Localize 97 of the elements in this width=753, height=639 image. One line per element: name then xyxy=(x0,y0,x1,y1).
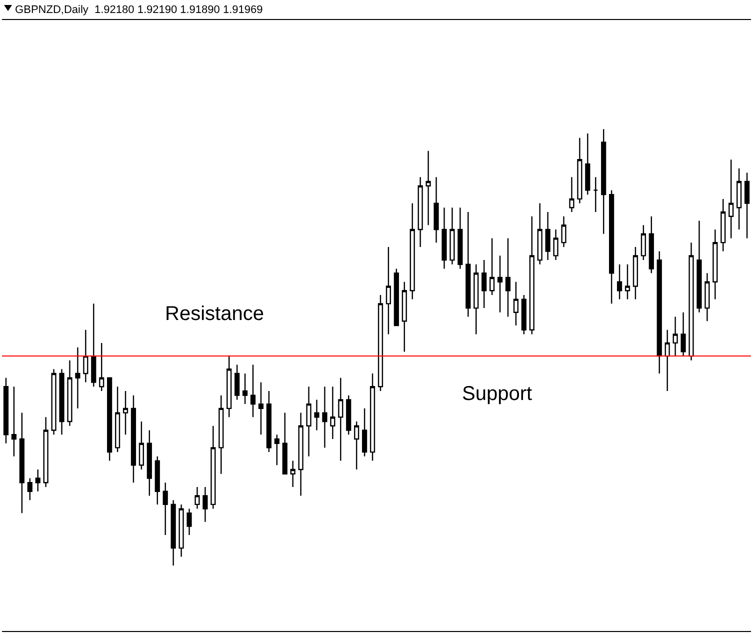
candlestick xyxy=(418,176,423,248)
candlestick xyxy=(234,364,240,400)
candlestick xyxy=(362,408,368,458)
candlestick xyxy=(130,394,136,484)
candlestick xyxy=(426,150,431,226)
candlestick xyxy=(154,456,160,506)
candlestick xyxy=(593,176,598,213)
candlestick xyxy=(521,294,526,335)
candlestick xyxy=(601,128,606,234)
candlestick xyxy=(632,246,638,300)
candlestick xyxy=(505,238,511,318)
candlestick xyxy=(545,211,550,261)
candlestick xyxy=(450,207,455,265)
annotation: Support xyxy=(462,383,532,405)
candlestick xyxy=(282,412,288,474)
candlestick xyxy=(290,460,296,488)
candlestick xyxy=(91,303,96,388)
candlestick xyxy=(497,255,503,314)
chart-title: GBPNZD,Daily 1.92180 1.92190 1.91890 1.91969 xyxy=(15,4,263,16)
candlestick xyxy=(609,190,614,304)
candlestick xyxy=(11,386,16,458)
candlestick xyxy=(656,250,662,374)
candlestick xyxy=(266,390,272,453)
candlestick xyxy=(298,412,304,496)
candlestick xyxy=(648,216,654,274)
candlestick xyxy=(513,281,518,326)
candlestick xyxy=(386,246,391,335)
candlestick xyxy=(107,377,112,462)
candlestick xyxy=(99,342,104,392)
candlestick xyxy=(680,312,686,357)
candlestick xyxy=(194,486,200,510)
candlestick xyxy=(585,132,590,196)
candlestick xyxy=(75,346,80,410)
candlestick xyxy=(712,228,718,300)
candlestick xyxy=(338,377,344,462)
candlestick xyxy=(410,202,415,300)
candlestick xyxy=(258,382,264,436)
candlestick xyxy=(624,264,630,300)
candlestick xyxy=(186,508,192,536)
candlestick xyxy=(162,482,168,536)
candlestick xyxy=(330,386,336,440)
candlestick xyxy=(83,329,88,383)
candlestick xyxy=(553,228,558,261)
candlestick xyxy=(442,207,447,270)
candlestick xyxy=(250,364,256,418)
candlestick xyxy=(354,420,360,470)
candlestick xyxy=(122,390,128,436)
candlestick xyxy=(67,360,72,426)
candlestick xyxy=(616,264,622,300)
candlestick xyxy=(274,434,280,466)
candlestick xyxy=(114,386,120,453)
candlestick xyxy=(537,202,542,265)
candlestick xyxy=(322,386,328,448)
candlestick xyxy=(482,259,487,309)
candlestick xyxy=(170,499,176,566)
candlestick xyxy=(434,176,439,244)
candlestick xyxy=(704,272,710,322)
candlestick xyxy=(394,268,399,326)
candlestick xyxy=(314,399,320,431)
candlestick xyxy=(640,224,646,261)
candlestick xyxy=(3,377,9,444)
candlestick xyxy=(688,242,694,362)
candlestick xyxy=(458,207,463,270)
candlestick xyxy=(138,420,144,470)
candlestick xyxy=(529,216,534,335)
candlestick xyxy=(720,198,726,252)
candlestick xyxy=(51,368,56,436)
candlestick xyxy=(27,478,32,501)
candlestick xyxy=(43,416,48,488)
candlestick xyxy=(672,316,678,357)
candlestick xyxy=(378,294,384,392)
candlestick xyxy=(210,425,216,510)
candlestick xyxy=(466,211,471,318)
candlestick xyxy=(474,264,479,335)
candlestick xyxy=(489,238,495,296)
candlestick xyxy=(736,168,742,230)
candlestick xyxy=(696,220,702,314)
candlestick xyxy=(59,368,64,436)
candlestick xyxy=(577,137,582,204)
candlestick xyxy=(402,281,407,352)
candlestick xyxy=(664,329,670,392)
candlestick xyxy=(346,394,352,436)
candlestick xyxy=(218,394,224,474)
candlestick xyxy=(226,355,232,418)
candlestick xyxy=(561,216,566,248)
candlestick xyxy=(35,468,40,492)
candlestick xyxy=(306,386,312,458)
candlestick xyxy=(569,176,574,213)
candlestick xyxy=(370,372,376,462)
candlestick xyxy=(146,430,152,496)
candlestick xyxy=(242,372,248,405)
candlestick xyxy=(744,172,750,239)
candlestick xyxy=(19,412,24,514)
annotation: Resistance xyxy=(165,303,264,325)
candlestick xyxy=(178,504,184,558)
candlestick xyxy=(728,159,734,239)
candlestick xyxy=(202,486,208,522)
